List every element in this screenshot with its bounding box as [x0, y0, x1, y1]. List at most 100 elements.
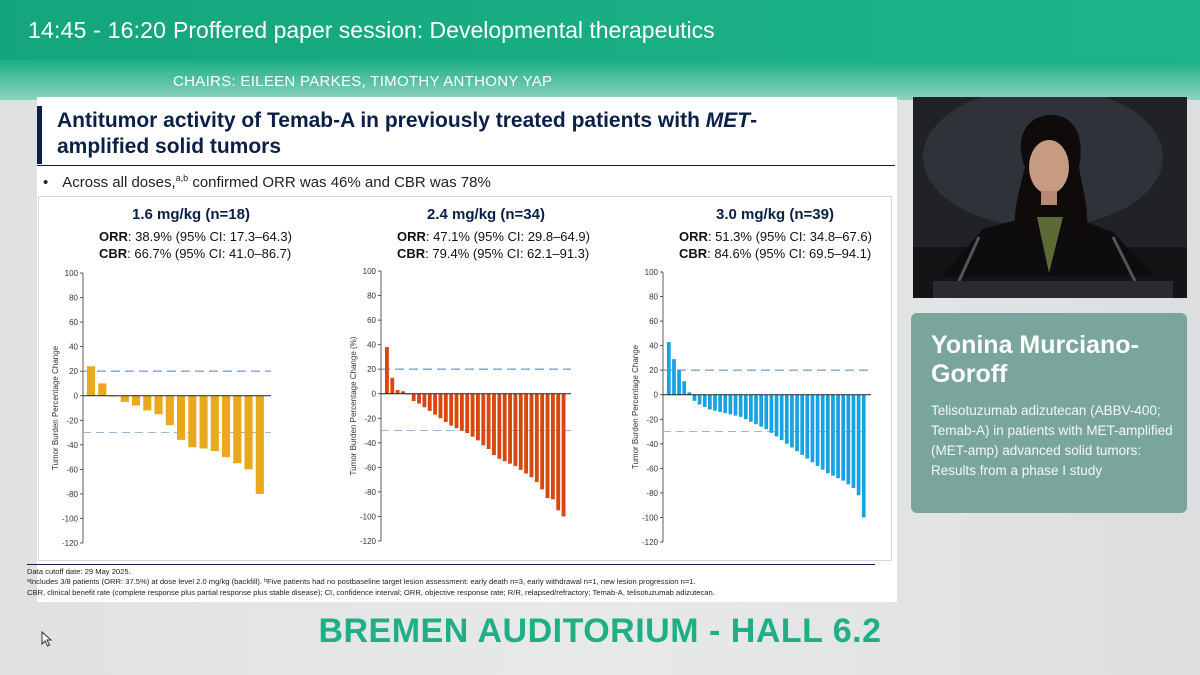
speaker-card: Yonina Murciano-Goroff Telisotuzumab adi…	[911, 313, 1187, 513]
y-tick-label: -20	[364, 414, 376, 423]
waterfall-bar	[733, 394, 738, 416]
waterfall-bar	[385, 347, 389, 394]
waterfall-bar	[433, 393, 438, 415]
footnote-line2: ᵃIncludes 3/8 patients (ORR: 37.5%) at d…	[27, 577, 696, 587]
orr-stat: ORR: 51.3% (95% CI: 34.8–67.6)	[679, 229, 872, 244]
waterfall-bar	[255, 395, 264, 494]
waterfall-bar	[422, 393, 427, 408]
session-title: Proffered paper session: Developmental t…	[173, 17, 715, 43]
waterfall-bar	[856, 394, 861, 496]
slide-title: Antitumor activity of Temab-A in previou…	[57, 108, 857, 160]
waterfall-bar	[692, 394, 697, 401]
y-tick-label: -80	[646, 489, 658, 498]
y-tick-label: 60	[649, 317, 658, 326]
y-tick-label: -60	[646, 464, 658, 473]
waterfall-bar	[774, 394, 779, 437]
y-tick-label: 20	[367, 365, 376, 374]
waterfall-bar	[497, 393, 502, 459]
slide-title-hyphen: -	[750, 109, 758, 132]
waterfall-bar	[687, 392, 692, 395]
waterfall-bar	[820, 394, 825, 470]
slide-title-line2: amplified solid tumors	[57, 135, 282, 158]
waterfall-bar	[470, 393, 475, 437]
waterfall-bar	[395, 390, 400, 394]
speaker-name: Yonina Murciano-Goroff	[931, 331, 1139, 388]
waterfall-bar	[723, 394, 728, 414]
cbr-stat: CBR: 79.4% (95% CI: 62.1–91.3)	[397, 246, 589, 261]
venue-label: BREMEN AUDITORIUM - HALL 6.2	[318, 612, 882, 650]
y-tick-label: 80	[69, 294, 78, 303]
waterfall-bar	[188, 395, 197, 448]
waterfall-bar	[672, 359, 676, 395]
waterfall-bar	[800, 394, 805, 455]
speaker-video	[913, 97, 1187, 298]
cbr-stat: CBR: 66.7% (95% CI: 41.0–86.7)	[99, 246, 291, 261]
waterfall-bar	[702, 394, 707, 407]
session-header: 14:45 - 16:20 Proffered paper session: D…	[0, 0, 1200, 60]
waterfall-bar	[143, 395, 152, 411]
y-tick-label: -20	[646, 415, 658, 424]
waterfall-bar	[459, 393, 464, 431]
y-tick-label: -20	[66, 416, 78, 425]
y-tick-label: -120	[62, 539, 79, 548]
y-tick-label: -100	[62, 514, 79, 523]
orr-stat: ORR: 38.9% (95% CI: 17.3–64.3)	[99, 229, 292, 244]
bullet-symbol: •	[43, 174, 49, 191]
waterfall-bar	[851, 394, 856, 488]
speaker-video-frame	[913, 97, 1187, 298]
y-tick-label: -40	[66, 441, 78, 450]
y-tick-label: 40	[367, 341, 376, 350]
waterfall-bar	[764, 394, 769, 430]
waterfall-bar	[749, 394, 753, 422]
waterfall-bar	[486, 393, 491, 449]
y-tick-label: 60	[69, 318, 78, 327]
waterfall-bar	[508, 393, 512, 464]
waterfall-bar	[417, 393, 421, 404]
waterfall-bar	[754, 394, 758, 425]
waterfall-bar	[222, 395, 231, 458]
y-tick-label: 0	[654, 391, 659, 400]
waterfall-bar	[769, 394, 774, 433]
waterfall-bar	[233, 395, 242, 464]
waterfall-bar	[779, 394, 784, 441]
cbr-stat: CBR: 84.6% (95% CI: 69.5–94.1)	[679, 246, 871, 261]
y-tick-label: 40	[649, 342, 658, 351]
waterfall-bar	[524, 393, 529, 474]
waterfall-bar	[556, 393, 561, 511]
y-tick-label: 20	[69, 367, 78, 376]
session-header-background	[0, 0, 1200, 60]
bullet-text-post: confirmed ORR was 46% and CBR was 78%	[188, 174, 491, 191]
waterfall-bar	[465, 393, 470, 433]
session-time: 14:45 - 16:20	[28, 17, 167, 43]
waterfall-bar	[545, 393, 550, 499]
waterfall-bar	[708, 394, 712, 410]
waterfall-bar	[443, 393, 448, 422]
waterfall-bar	[713, 394, 717, 411]
waterfall-bar	[784, 394, 789, 444]
waterfall-bar	[836, 394, 840, 479]
footnote-line3: CBR, clinical benefit rate (complete res…	[27, 587, 715, 597]
y-tick-label: -80	[364, 488, 376, 497]
waterfall-bar	[815, 394, 820, 466]
y-axis-label: Tumor Burden Percentage Change	[631, 344, 640, 469]
waterfall-bar	[540, 393, 545, 490]
slide-title-line1: Antitumor activity of Temab-A in previou…	[57, 109, 706, 132]
waterfall-bar	[210, 395, 219, 451]
mouse-pointer-icon	[41, 631, 53, 647]
waterfall-bar	[401, 391, 405, 394]
waterfall-bar	[476, 393, 480, 441]
waterfall-bar	[561, 393, 566, 517]
waterfall-bar	[481, 393, 486, 446]
waterfall-bar	[841, 394, 846, 481]
y-tick-label: 80	[367, 292, 376, 301]
waterfall-bar	[513, 393, 518, 467]
y-tick-label: 0	[74, 392, 79, 401]
y-tick-label: -60	[364, 463, 376, 472]
session-chairs: CHAIRS: EILEEN PARKES, TIMOTHY ANTHONY Y…	[173, 73, 553, 90]
y-tick-label: -40	[646, 440, 658, 449]
waterfall-bar	[846, 394, 851, 485]
waterfall-bar	[87, 366, 96, 396]
y-tick-label: 100	[363, 267, 377, 276]
title-divider	[37, 165, 895, 166]
waterfall-bar	[534, 393, 539, 483]
